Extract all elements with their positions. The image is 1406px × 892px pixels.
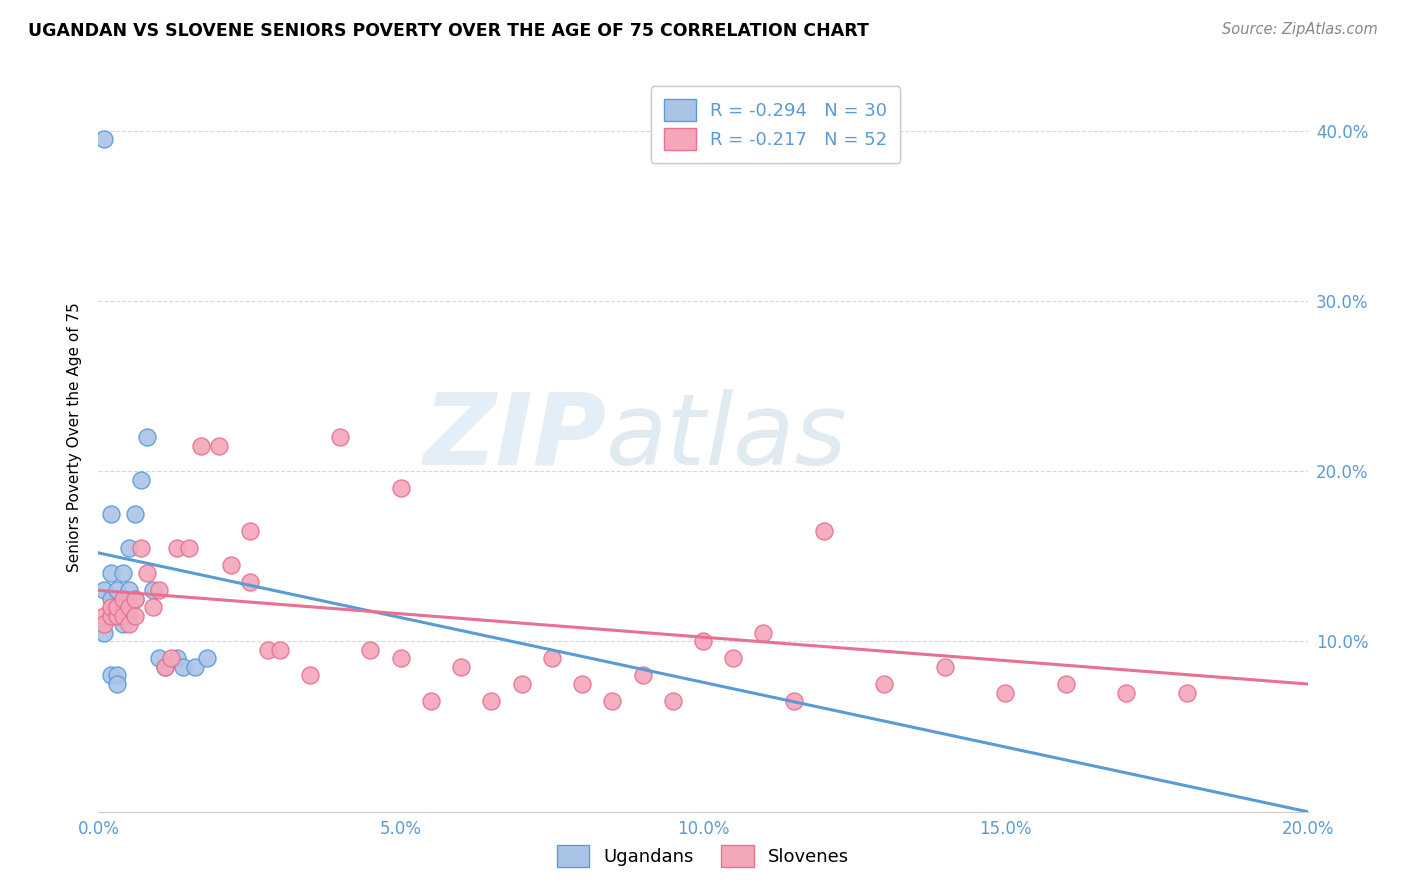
Text: Source: ZipAtlas.com: Source: ZipAtlas.com	[1222, 22, 1378, 37]
Point	[118, 541, 141, 555]
Point	[360, 643, 382, 657]
Point	[105, 677, 128, 691]
Point	[195, 651, 218, 665]
Point	[1175, 685, 1198, 699]
Point	[135, 566, 157, 581]
Text: UGANDAN VS SLOVENE SENIORS POVERTY OVER THE AGE OF 75 CORRELATION CHART: UGANDAN VS SLOVENE SENIORS POVERTY OVER …	[28, 22, 869, 40]
Point	[124, 591, 146, 606]
Point	[142, 600, 165, 615]
Point	[179, 541, 201, 555]
Point	[329, 430, 352, 444]
Point	[420, 694, 443, 708]
Point	[105, 608, 128, 623]
Text: atlas: atlas	[606, 389, 848, 485]
Point	[934, 660, 956, 674]
Point	[129, 541, 152, 555]
Point	[93, 608, 115, 623]
Point	[1115, 685, 1137, 699]
Point	[723, 651, 745, 665]
Point	[124, 507, 146, 521]
Point	[166, 541, 188, 555]
Point	[166, 651, 188, 665]
Text: ZIP: ZIP	[423, 389, 606, 485]
Point	[111, 591, 134, 606]
Point	[160, 651, 183, 665]
Point	[190, 439, 212, 453]
Point	[105, 608, 128, 623]
Point	[389, 481, 412, 495]
Point	[239, 524, 262, 538]
Point	[256, 643, 278, 657]
Point	[571, 677, 593, 691]
Point	[172, 660, 194, 674]
Point	[813, 524, 835, 538]
Point	[389, 651, 412, 665]
Point	[129, 473, 152, 487]
Point	[135, 430, 157, 444]
Point	[208, 439, 231, 453]
Point	[100, 507, 122, 521]
Legend: R = -0.294   N = 30, R = -0.217   N = 52: R = -0.294 N = 30, R = -0.217 N = 52	[651, 87, 900, 163]
Point	[100, 591, 122, 606]
Point	[1054, 677, 1077, 691]
Point	[510, 677, 533, 691]
Point	[111, 600, 134, 615]
Point	[93, 132, 115, 146]
Point	[994, 685, 1017, 699]
Point	[105, 668, 128, 682]
Point	[105, 608, 128, 623]
Point	[93, 583, 115, 598]
Point	[481, 694, 503, 708]
Point	[142, 583, 165, 598]
Point	[153, 660, 176, 674]
Point	[752, 626, 775, 640]
Point	[450, 660, 472, 674]
Point	[124, 591, 146, 606]
Point	[100, 566, 122, 581]
Point	[93, 617, 115, 632]
Point	[269, 643, 291, 657]
Point	[111, 566, 134, 581]
Point	[118, 583, 141, 598]
Point	[221, 558, 243, 572]
Point	[105, 600, 128, 615]
Point	[148, 583, 170, 598]
Point	[661, 694, 683, 708]
Point	[111, 617, 134, 632]
Point	[540, 651, 562, 665]
Point	[239, 574, 262, 589]
Point	[105, 583, 128, 598]
Point	[148, 651, 170, 665]
Point	[93, 626, 115, 640]
Point	[153, 660, 176, 674]
Point	[100, 668, 122, 682]
Point	[184, 660, 207, 674]
Point	[124, 608, 146, 623]
Point	[118, 608, 141, 623]
Legend: Ugandans, Slovenes: Ugandans, Slovenes	[550, 838, 856, 874]
Point	[692, 634, 714, 648]
Point	[118, 617, 141, 632]
Y-axis label: Seniors Poverty Over the Age of 75: Seniors Poverty Over the Age of 75	[67, 302, 83, 572]
Point	[100, 600, 122, 615]
Point	[111, 608, 134, 623]
Point	[783, 694, 806, 708]
Point	[299, 668, 322, 682]
Point	[118, 600, 141, 615]
Point	[602, 694, 624, 708]
Point	[100, 608, 122, 623]
Point	[631, 668, 654, 682]
Point	[873, 677, 896, 691]
Point	[105, 600, 128, 615]
